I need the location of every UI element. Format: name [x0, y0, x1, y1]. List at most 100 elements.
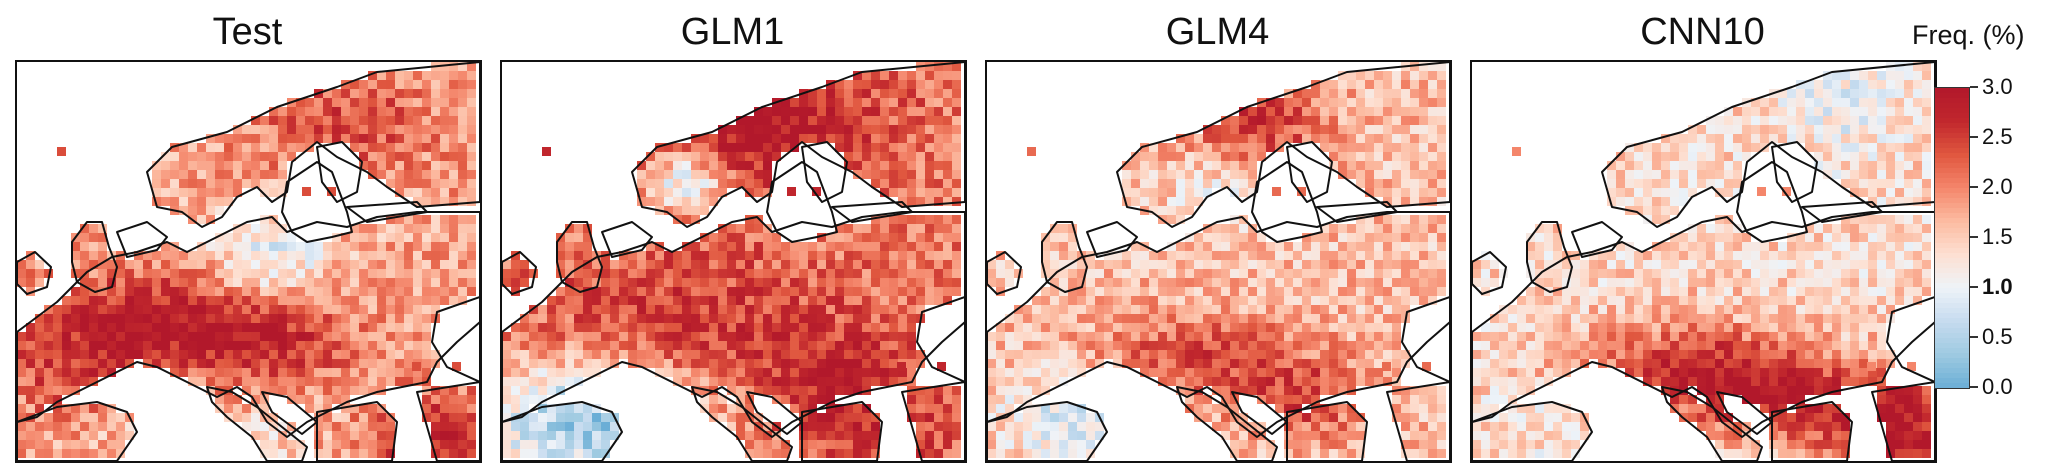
grid-cell [1122, 170, 1131, 179]
grid-cell [772, 440, 781, 449]
grid-cell [592, 296, 601, 305]
grid-cell [538, 359, 547, 368]
grid-cell [1724, 251, 1733, 260]
grid-cell [1302, 287, 1311, 296]
grid-cell [987, 350, 996, 359]
grid-cell [736, 179, 745, 188]
grid-cell [1329, 287, 1338, 296]
grid-cell [1787, 134, 1796, 143]
grid-cell [422, 224, 431, 233]
grid-cell [1005, 350, 1014, 359]
grid-cell [431, 98, 440, 107]
coastline [116, 221, 168, 258]
grid-cell [377, 323, 386, 332]
grid-cell [664, 359, 673, 368]
grid-cell [1365, 251, 1374, 260]
grid-cell [1733, 305, 1742, 314]
grid-cell [323, 449, 332, 458]
grid-cell [1239, 179, 1248, 188]
grid-cell [565, 251, 574, 260]
grid-cell [1392, 107, 1401, 116]
grid-cell [449, 80, 458, 89]
grid-cell [1347, 134, 1356, 143]
grid-cell [655, 278, 664, 287]
grid-cell [1877, 215, 1886, 224]
grid-cell [1643, 251, 1652, 260]
grid-cell [206, 188, 215, 197]
grid-cell [736, 152, 745, 161]
grid-cell [1472, 269, 1481, 278]
grid-cell [1392, 80, 1401, 89]
grid-cell [44, 269, 53, 278]
grid-cell [1823, 152, 1832, 161]
grid-cell [898, 107, 907, 116]
grid-cell [179, 161, 188, 170]
grid-cell [1077, 404, 1086, 413]
grid-cell [1122, 332, 1131, 341]
grid-cell [1841, 224, 1850, 233]
grid-cell [1365, 314, 1374, 323]
grid-cell [1257, 296, 1266, 305]
grid-cell [1131, 350, 1140, 359]
grid-cell [188, 170, 197, 179]
grid-cell [395, 359, 404, 368]
grid-cell [1230, 116, 1239, 125]
grid-cell [709, 197, 718, 206]
grid-cell [1913, 224, 1922, 233]
grid-cell [341, 233, 350, 242]
grid-cell [296, 440, 305, 449]
panel-title: GLM4 [1165, 11, 1270, 53]
grid-cell [700, 350, 709, 359]
grid-cell [395, 161, 404, 170]
grid-cell [359, 323, 368, 332]
grid-cell [529, 422, 538, 431]
grid-cell [440, 242, 449, 251]
grid-cell [107, 440, 116, 449]
grid-cell [934, 116, 943, 125]
grid-cell [502, 404, 511, 413]
grid-cell [71, 368, 80, 377]
grid-cell [817, 134, 826, 143]
grid-cell [1841, 260, 1850, 269]
grid-cell [1266, 260, 1275, 269]
grid-cell [1652, 278, 1661, 287]
coastline [801, 141, 848, 203]
grid-cell [188, 287, 197, 296]
grid-cell [1868, 296, 1877, 305]
grid-cell [862, 314, 871, 323]
grid-cell [1113, 350, 1122, 359]
grid-cell [332, 431, 341, 440]
grid-cell [197, 206, 206, 215]
grid-cell [790, 287, 799, 296]
grid-cell [161, 188, 170, 197]
grid-cell [1679, 251, 1688, 260]
grid-cell [170, 314, 179, 323]
grid-cell [350, 368, 359, 377]
grid-cell [1221, 404, 1230, 413]
grid-cell [619, 332, 628, 341]
grid-cell [745, 395, 754, 404]
grid-cell [1661, 161, 1670, 170]
grid-cell [1122, 305, 1131, 314]
grid-cell [1167, 350, 1176, 359]
grid-cell [458, 188, 467, 197]
grid-cell [134, 296, 143, 305]
grid-cell [1661, 251, 1670, 260]
grid-cell [1302, 242, 1311, 251]
grid-cell [1607, 287, 1616, 296]
grid-cell [1365, 368, 1374, 377]
grid-cell [161, 251, 170, 260]
grid-cell [224, 197, 233, 206]
grid-cell [1014, 350, 1023, 359]
grid-cell [395, 215, 404, 224]
grid-cell [1320, 440, 1329, 449]
grid-cell [781, 134, 790, 143]
grid-cell [709, 179, 718, 188]
grid-cell [323, 287, 332, 296]
grid-cell [125, 278, 134, 287]
grid-cell [1374, 80, 1383, 89]
grid-cell [925, 278, 934, 287]
grid-cell [242, 359, 251, 368]
grid-cell [413, 170, 422, 179]
grid-cell [1140, 260, 1149, 269]
